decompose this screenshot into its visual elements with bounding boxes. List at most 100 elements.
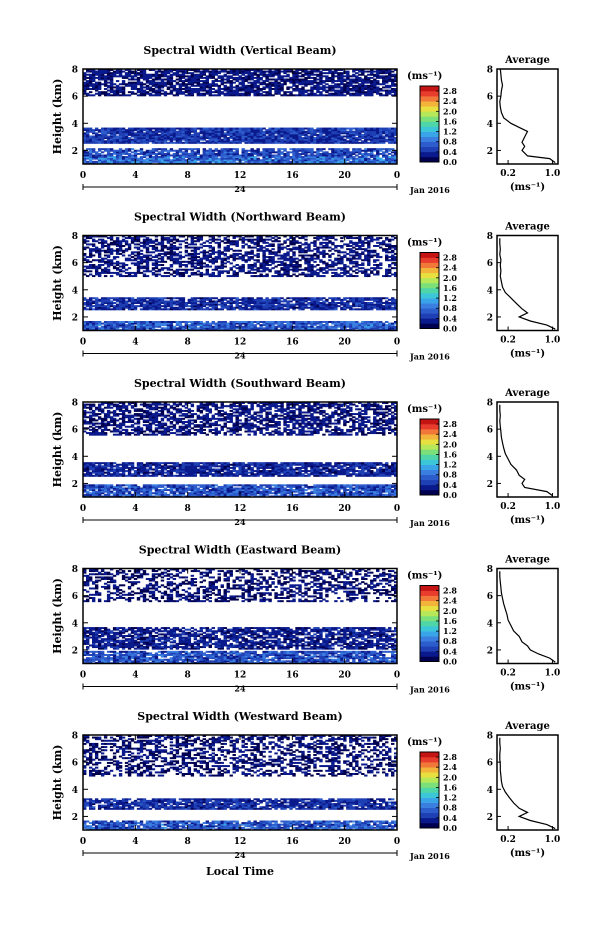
heatmap-cell: [166, 322, 171, 325]
heatmap-cell: [145, 270, 150, 273]
heatmap-cell: [319, 127, 323, 130]
heatmap-cell: [106, 152, 111, 155]
heatmap-cell: [292, 325, 296, 328]
heatmap-cell: [115, 297, 120, 300]
heatmap-cell: [349, 84, 353, 87]
heatmap-cell: [346, 156, 350, 159]
heatmap-cell: [166, 300, 171, 303]
heatmap-cell: [235, 88, 239, 90]
heatmap-cell: [298, 268, 302, 271]
heatmap-cell: [175, 69, 180, 71]
heatmap-cell: [256, 141, 260, 144]
heatmap-cell: [394, 305, 398, 308]
heatmap-cell: [202, 141, 207, 144]
heatmap-cell: [223, 325, 227, 328]
heatmap-cell: [265, 324, 269, 327]
heatmap-cell: [163, 81, 168, 84]
heatmap-cell: [208, 160, 212, 163]
heatmap-cell: [154, 127, 159, 130]
heatmap-cell: [241, 129, 245, 132]
heatmap-cell: [196, 89, 201, 92]
heatmap-cell: [271, 138, 275, 141]
heatmap-cell: [331, 89, 335, 92]
heatmap-cell: [322, 303, 326, 306]
heatmap-cell: [394, 133, 398, 136]
heatmap-cell: [121, 70, 126, 73]
heatmap-cell: [83, 75, 87, 78]
heatmap-cell: [355, 76, 359, 79]
heatmap-cell: [187, 138, 192, 141]
heatmap-cell: [283, 148, 287, 151]
heatmap-cell: [361, 129, 365, 132]
heatmap-cell: [250, 308, 254, 311]
heatmap-cell: [319, 321, 323, 323]
heatmap-cell: [364, 149, 368, 152]
heatmap-cell: [94, 70, 99, 73]
heatmap-cell: [325, 305, 329, 308]
heatmap-cell: [106, 72, 111, 75]
heatmap-cell: [226, 149, 230, 152]
heatmap-cell: [343, 154, 347, 157]
colorbar-segment: [420, 111, 439, 117]
heatmap-cell: [217, 152, 221, 155]
heatmap-cell: [328, 321, 332, 323]
heatmap-cell: [118, 308, 123, 311]
heatmap-cell: [229, 157, 233, 160]
heatmap-cell: [328, 129, 332, 132]
heatmap-cell: [304, 81, 308, 84]
heatmap-cell: [247, 72, 251, 75]
heatmap-cell: [229, 152, 233, 155]
heatmap-cell: [145, 129, 150, 132]
heatmap-cell: [205, 271, 209, 274]
heatmap-cell: [355, 327, 359, 330]
heatmap-cell: [175, 91, 180, 94]
heatmap-cell: [88, 265, 93, 268]
heatmap-cell: [88, 151, 93, 154]
heatmap-cell: [157, 157, 162, 160]
heatmap-cell: [115, 160, 120, 163]
heatmap-cell: [277, 305, 281, 308]
heatmap-cell: [331, 148, 335, 151]
heatmap-cell: [190, 265, 195, 268]
heatmap-cell: [376, 156, 380, 159]
heatmap-cell: [283, 129, 287, 132]
heatmap-cell: [277, 72, 281, 75]
heatmap-cell: [88, 152, 93, 155]
heatmap-cell: [91, 70, 96, 73]
heatmap-cell: [319, 302, 323, 304]
heatmap-cell: [163, 133, 168, 136]
heatmap-cell: [220, 132, 224, 135]
heatmap-cell: [145, 152, 150, 155]
heatmap-cell: [187, 133, 192, 136]
heatmap-cell: [190, 302, 195, 304]
heatmap-cell: [187, 88, 192, 90]
heatmap-cell: [94, 76, 99, 79]
heatmap-cell: [370, 72, 374, 75]
heatmap-cell: [220, 303, 224, 306]
heatmap-cell: [268, 148, 272, 151]
heatmap-cell: [85, 76, 90, 79]
heatmap-cell: [367, 84, 371, 87]
heatmap-cell: [232, 275, 236, 278]
heatmap-cell: [187, 300, 192, 303]
heatmap-cell: [265, 268, 269, 271]
heatmap-cell: [178, 327, 183, 330]
heatmap-cell: [352, 138, 356, 141]
heatmap-cell: [271, 305, 275, 308]
heatmap-cell: [172, 137, 177, 140]
heatmap-cell: [376, 298, 380, 301]
heatmap-cell: [124, 137, 129, 140]
heatmap-cell: [83, 151, 87, 154]
heatmap-cell: [226, 72, 230, 75]
heatmap-cell: [217, 159, 221, 162]
heatmap-cell: [379, 322, 383, 325]
heatmap-cell: [382, 76, 386, 79]
heatmap-cell: [265, 132, 269, 135]
heatmap-cell: [100, 160, 105, 163]
heatmap-cell: [166, 75, 171, 78]
heatmap-cell: [160, 132, 165, 135]
heatmap-cell: [286, 91, 290, 94]
heatmap-cell: [223, 157, 227, 160]
heatmap-cell: [169, 268, 174, 271]
heatmap-cell: [376, 76, 380, 79]
